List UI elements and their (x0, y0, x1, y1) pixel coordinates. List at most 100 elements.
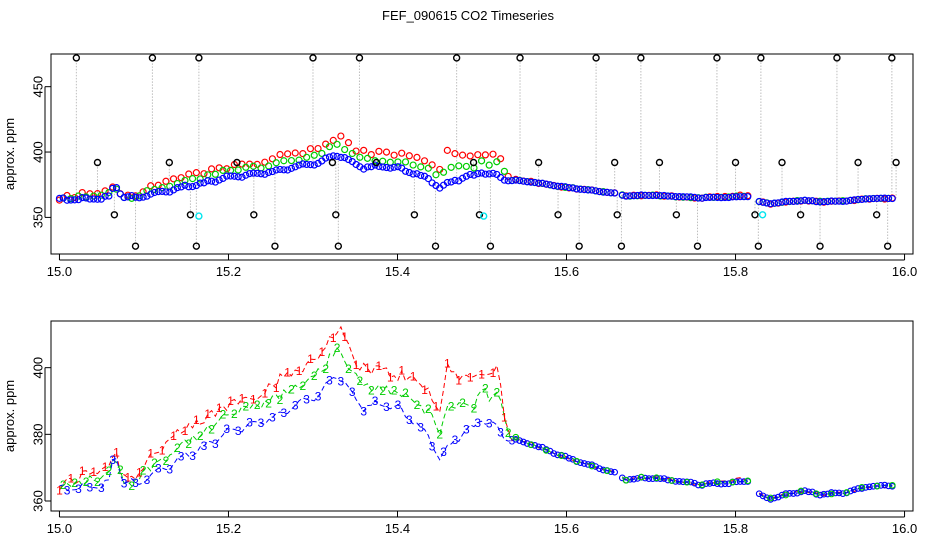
point-series-2 (181, 176, 189, 185)
point-series-3 (725, 193, 733, 202)
point-series-3 (143, 192, 151, 200)
symbol-series-2: 2 (414, 398, 421, 412)
symbol-series-3: 3 (98, 481, 105, 495)
y-tick-label: 400 (30, 357, 45, 379)
point-series-3 (253, 169, 261, 177)
point-series-3 (139, 193, 147, 201)
symbol-series-2: 2 (471, 401, 478, 415)
symbol-series-1: 1 (68, 471, 75, 485)
point-series-2 (97, 191, 105, 199)
point-series-2 (371, 157, 379, 165)
symbol-series-3 (679, 478, 687, 486)
point-series-3 (884, 194, 893, 203)
point-series-3 (74, 196, 83, 204)
symbol-series-2: 2 (83, 475, 90, 489)
point-series-3 (649, 191, 657, 200)
outlier-point (372, 158, 381, 167)
point-series-3 (78, 194, 86, 202)
point-series-3 (709, 193, 718, 201)
point-series-3 (291, 163, 299, 171)
symbol-series-1: 1 (376, 359, 383, 373)
symbol-series-2: 2 (254, 398, 261, 412)
point-series-3 (462, 172, 470, 180)
point-series-2 (211, 170, 219, 178)
symbol-series-1: 1 (90, 465, 97, 479)
point-series-3 (234, 173, 242, 181)
point-series-2 (447, 163, 455, 171)
symbol-series-2 (812, 490, 820, 498)
point-series-1 (147, 182, 155, 190)
symbol-series-2: 2 (436, 428, 443, 442)
point-series-1 (466, 152, 474, 160)
point-series-3 (675, 193, 683, 201)
symbol-series-3: 3 (166, 463, 173, 477)
symbol-series-2: 2 (482, 382, 489, 396)
symbol-series-1: 1 (159, 444, 166, 458)
point-series-2 (204, 171, 212, 179)
x-tick-label: 15.6 (554, 264, 579, 279)
point-series-3 (793, 197, 801, 205)
symbol-series-1: 1 (216, 401, 223, 415)
point-series-3 (226, 172, 235, 180)
point-series-2 (234, 166, 242, 174)
point-series-1 (398, 149, 406, 157)
point-series-3 (303, 160, 311, 169)
point-series-3 (367, 163, 375, 171)
point-series-3 (116, 190, 124, 198)
point-series-3 (881, 194, 889, 202)
symbol-series-2: 2 (197, 429, 204, 443)
point-series-3 (401, 167, 410, 175)
point-series-3 (485, 170, 493, 178)
point-series-2 (417, 163, 425, 171)
symbol-series-3 (675, 478, 683, 485)
point-series-3 (767, 200, 775, 208)
symbol-series-2: 2 (174, 441, 181, 455)
chart-panel-top: 15.0 15.2 15.4 15.6 15.8 16.0 350 400 450 approx.… (2, 53, 917, 279)
symbol-series-3 (881, 481, 889, 489)
point-series-3 (565, 183, 573, 192)
symbol-series-3 (771, 494, 778, 502)
point-series-3 (390, 163, 398, 171)
symbol-series-3 (805, 488, 812, 496)
point-series-3 (888, 194, 896, 203)
symbol-series-1: 1 (261, 387, 268, 401)
symbol-series-2 (668, 477, 676, 484)
symbol-series-3 (869, 482, 877, 490)
point-series-3 (211, 178, 219, 186)
point-series-1 (405, 152, 413, 160)
point-series-1 (443, 146, 451, 154)
symbol-series-1: 1 (307, 352, 314, 366)
point-series-3 (280, 166, 288, 174)
point-series-1 (276, 150, 284, 159)
point-series-2 (409, 161, 417, 169)
symbol-series-3 (577, 459, 584, 466)
outlier-point (610, 158, 619, 167)
y-axis-label: approx. ppm (2, 118, 17, 190)
point-series-3 (109, 184, 117, 192)
symbol-series-3 (824, 490, 831, 498)
point-series-3 (245, 169, 254, 178)
symbol-series-3: 3 (372, 394, 379, 408)
point-series-3 (451, 176, 459, 184)
point-series-3 (550, 182, 558, 190)
point-series-1 (261, 158, 269, 166)
symbol-series-3 (733, 478, 740, 486)
symbol-series-3 (687, 478, 695, 486)
symbol-series-1: 1 (364, 361, 371, 375)
outlier-point (617, 242, 626, 250)
point-series-3 (105, 192, 113, 200)
point-series-3 (607, 189, 615, 197)
outlier-point (778, 158, 786, 167)
point-series-1 (284, 150, 292, 158)
symbol-series-3 (660, 475, 668, 482)
point-series-2 (272, 159, 280, 167)
point-series-3 (770, 199, 779, 207)
symbol-series-3 (656, 475, 664, 482)
symbol-series-1: 1 (102, 460, 109, 474)
point-series-3 (865, 195, 874, 203)
symbol-series-1: 1 (193, 413, 200, 427)
point-series-1 (451, 150, 459, 158)
symbol-series-1: 1 (455, 373, 462, 387)
symbol-series-3: 3 (246, 416, 253, 430)
